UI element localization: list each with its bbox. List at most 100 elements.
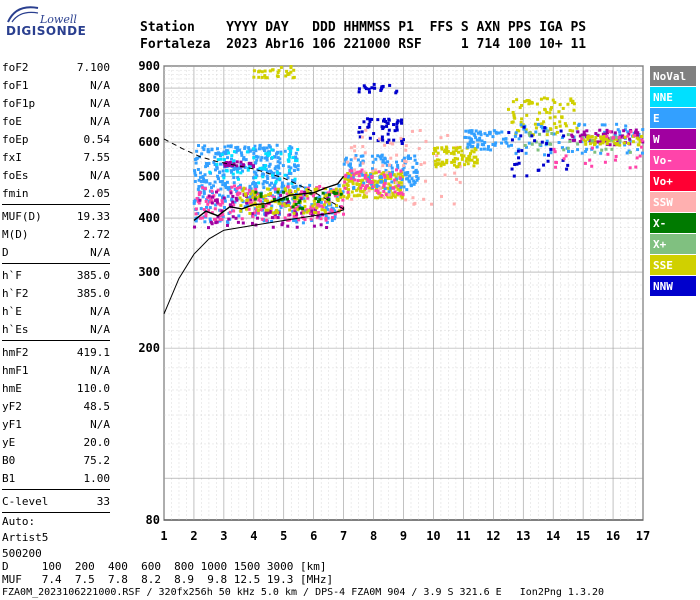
echo-point <box>207 226 211 230</box>
echo-point <box>258 199 262 203</box>
echo-point <box>571 135 575 139</box>
echo-point <box>227 163 231 167</box>
echo-point <box>243 205 247 209</box>
echo-point <box>296 167 300 171</box>
muf-row: MUF 7.4 7.5 7.8 8.2 8.9 9.8 12.5 19.3 [M… <box>2 573 334 586</box>
echo-point <box>208 170 212 174</box>
echo-point <box>286 200 290 204</box>
echo-point <box>303 204 307 208</box>
echo-point <box>269 193 273 197</box>
echo-point <box>273 187 277 191</box>
echo-point <box>240 187 244 191</box>
echo-point <box>476 145 480 149</box>
echo-point <box>285 197 289 201</box>
echo-point <box>204 161 208 165</box>
echo-point <box>319 223 323 227</box>
echo-point <box>575 126 579 130</box>
echo-point <box>337 184 341 188</box>
echo-point <box>458 180 462 184</box>
echo-point <box>258 205 262 209</box>
echo-point <box>216 152 220 156</box>
echo-point <box>224 151 228 155</box>
echo-point <box>525 174 529 178</box>
echo-point <box>518 106 522 110</box>
echo-point <box>390 180 394 184</box>
echo-point <box>240 153 244 157</box>
echo-point <box>636 148 640 152</box>
echo-point <box>237 191 241 195</box>
echo-point <box>219 162 223 166</box>
echo-point <box>266 177 270 181</box>
echo-point <box>347 188 351 192</box>
echo-point <box>627 132 631 136</box>
echo-point <box>307 209 311 213</box>
echo-point <box>308 212 312 216</box>
echo-point <box>219 154 223 158</box>
echo-point <box>295 197 299 201</box>
echo-point <box>641 128 645 132</box>
echo-point <box>251 214 255 218</box>
echo-point <box>363 176 367 180</box>
echo-point <box>519 134 523 138</box>
echo-point <box>367 122 371 126</box>
echo-point <box>623 143 627 147</box>
echo-point <box>552 132 556 136</box>
echo-point <box>376 154 380 158</box>
echo-point <box>210 201 214 205</box>
echo-point <box>232 181 236 185</box>
echo-point <box>363 151 367 155</box>
echo-point <box>371 185 375 189</box>
echo-point <box>554 161 558 165</box>
echo-point <box>271 225 275 229</box>
legend-label: E <box>653 112 660 125</box>
echo-point <box>557 110 561 114</box>
echo-point <box>492 129 496 133</box>
logo-lowell: Lowell <box>40 13 77 26</box>
echo-point <box>379 88 383 92</box>
echo-point <box>294 151 298 155</box>
echo-point <box>566 163 570 167</box>
param-label: h`Es <box>2 322 29 336</box>
echo-point <box>343 180 347 184</box>
echo-point <box>370 167 374 171</box>
echo-point <box>605 128 609 132</box>
echo-point <box>613 158 617 162</box>
echo-point <box>436 151 440 155</box>
y-tick-label: 400 <box>138 211 160 225</box>
echo-point <box>580 151 584 155</box>
echo-point <box>220 213 224 217</box>
echo-point <box>570 149 574 153</box>
echo-point <box>215 190 219 194</box>
param-label: yF2 <box>2 399 22 413</box>
param-row: B1 1.00 <box>2 469 110 487</box>
echo-point <box>398 176 402 180</box>
param-value: N/A <box>90 304 110 318</box>
echo-point <box>246 168 250 172</box>
param-value: 7.100 <box>76 60 110 74</box>
echo-point <box>472 160 476 164</box>
echo-point <box>480 139 484 143</box>
echo-point <box>558 103 562 107</box>
echo-point <box>614 137 618 141</box>
echo-point <box>329 187 333 191</box>
echo-point <box>234 196 238 200</box>
echo-point <box>540 126 544 130</box>
echo-point <box>380 125 384 129</box>
echo-point <box>252 147 256 151</box>
echo-point <box>565 167 569 171</box>
param-value: N/A <box>90 114 110 128</box>
echo-point <box>213 207 217 211</box>
param-row: foEs N/A <box>2 166 110 184</box>
echo-point <box>549 151 553 155</box>
echo-point <box>374 189 378 193</box>
echo-point <box>234 146 238 150</box>
echo-point <box>495 131 499 135</box>
echo-point <box>621 134 625 138</box>
echo-point <box>389 174 393 178</box>
echo-point <box>346 178 350 182</box>
echo-point <box>239 209 243 213</box>
echo-point <box>362 195 366 199</box>
echo-point <box>583 161 587 165</box>
echo-point <box>439 194 443 198</box>
echo-point <box>633 133 637 137</box>
